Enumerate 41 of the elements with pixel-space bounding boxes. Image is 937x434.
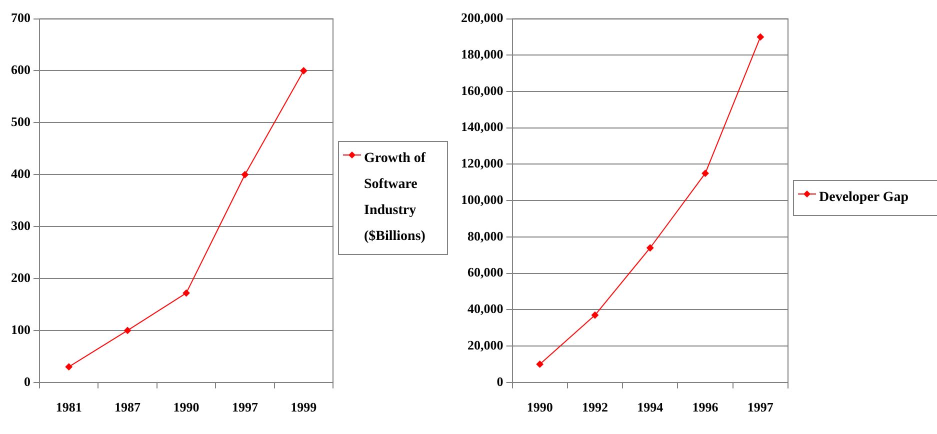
- point: [536, 360, 544, 368]
- x-tick-label: 1990: [173, 400, 200, 415]
- y-tick-label: 600: [11, 62, 30, 78]
- y-tick-label: 120,000: [461, 156, 504, 171]
- x-tick-label: 1992: [582, 400, 608, 415]
- y-tick-label: 200: [11, 270, 30, 285]
- y-tick-label: 100,000: [461, 192, 504, 207]
- point: [300, 67, 308, 74]
- y-tick-label: 700: [11, 10, 30, 26]
- y-tick-label: 200,000: [461, 10, 504, 26]
- y-tick-label: 0: [24, 374, 30, 389]
- y-tick-label: 80,000: [468, 228, 504, 244]
- y-tick-label: 400: [11, 166, 30, 181]
- x-tick-label: 1996: [692, 400, 719, 415]
- point: [182, 290, 190, 297]
- legend-label: Developer Gap: [819, 189, 909, 207]
- point: [124, 326, 132, 334]
- point: [241, 171, 248, 178]
- point: [756, 33, 764, 40]
- x-tick-label: 1997: [747, 400, 774, 415]
- x-tick-label: 1987: [114, 400, 142, 415]
- y-tick-label: 40,000: [468, 301, 504, 316]
- point: [646, 244, 654, 252]
- y-tick-label: 300: [11, 218, 30, 233]
- x-tick-label: 1997: [232, 400, 258, 415]
- x-tick-label: 1990: [526, 400, 553, 415]
- point: [702, 170, 709, 177]
- point: [65, 363, 72, 370]
- x-tick-label: 1999: [290, 400, 318, 415]
- y-tick-label: 60,000: [468, 264, 504, 280]
- y-tick-label: 500: [11, 114, 30, 130]
- legend-label: Growth of Software Industry ($Billions): [364, 150, 427, 246]
- x-tick-label: 1981: [56, 400, 82, 415]
- y-tick-label: 0: [496, 374, 504, 389]
- point: [591, 312, 598, 319]
- y-tick-label: 140,000: [461, 119, 504, 134]
- y-tick-label: 100: [11, 322, 30, 337]
- y-tick-label: 20,000: [468, 337, 504, 352]
- y-tick-label: 160,000: [461, 82, 504, 98]
- x-tick-label: 1994: [637, 400, 664, 415]
- y-tick-label: 180,000: [461, 46, 504, 62]
